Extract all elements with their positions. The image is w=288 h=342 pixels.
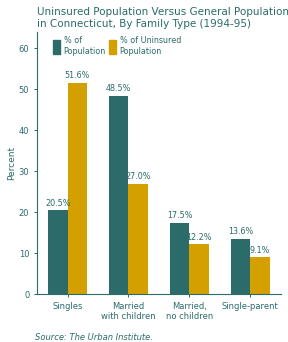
Bar	[170, 223, 189, 294]
Bar	[128, 184, 148, 294]
Bar	[189, 244, 209, 294]
Text: 13.6%: 13.6%	[228, 227, 253, 236]
Text: Source: The Urban Institute.: Source: The Urban Institute.	[35, 333, 152, 342]
Text: 12.2%: 12.2%	[186, 233, 212, 242]
Legend: % of
Population, % of Uninsured
Population: % of Population, % of Uninsured Populati…	[53, 36, 181, 55]
Text: 51.6%: 51.6%	[65, 71, 90, 80]
Text: 20.5%: 20.5%	[45, 199, 71, 208]
Text: 27.0%: 27.0%	[125, 172, 151, 181]
Text: Uninsured Population Versus General Population
in Connecticut, By Family Type (1: Uninsured Population Versus General Popu…	[37, 7, 288, 28]
Bar	[250, 257, 270, 294]
Y-axis label: Percent: Percent	[7, 146, 16, 180]
Text: 9.1%: 9.1%	[250, 246, 270, 254]
Text: 48.5%: 48.5%	[106, 84, 131, 93]
Bar	[68, 83, 87, 294]
Text: 17.5%: 17.5%	[167, 211, 192, 220]
Bar	[109, 96, 128, 294]
Bar	[48, 210, 68, 294]
Bar	[231, 239, 250, 294]
